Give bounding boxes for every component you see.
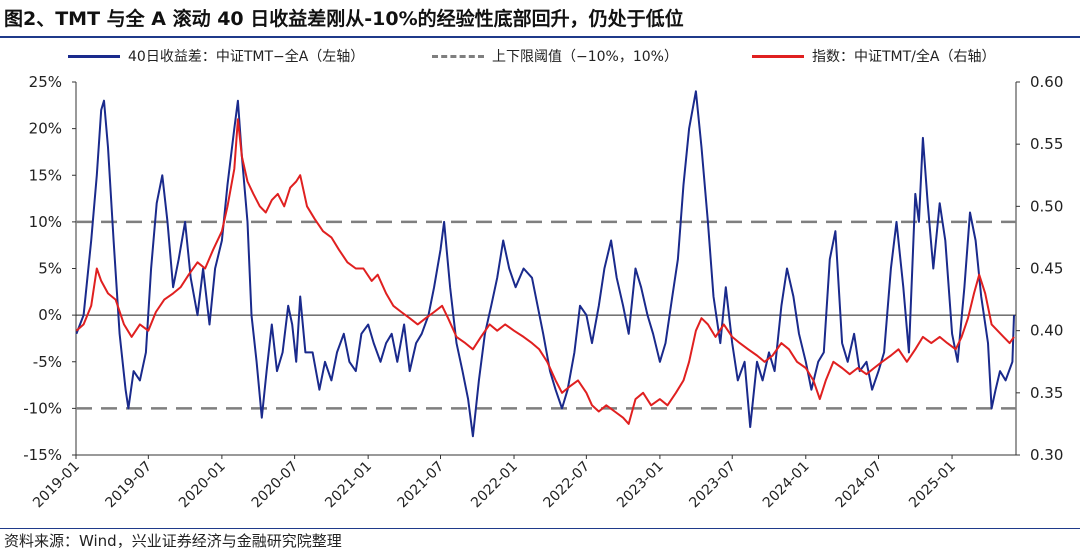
left-tick-label: 5% — [38, 260, 62, 278]
left-tick-label: 10% — [29, 213, 62, 231]
legend-swatch-red-line — [752, 54, 804, 58]
dual-axis-line-chart: 25% 20% 15% 10% 5% 0% -5% -10% -15% 0.60 0.55 0.50 0… — [23, 73, 1063, 512]
right-tick-label: 0.60 — [1030, 73, 1063, 91]
right-tick-label: 0.50 — [1030, 197, 1063, 215]
x-tick-label: 2021-01 — [322, 459, 375, 512]
right-tick-label: 0.55 — [1030, 135, 1063, 153]
left-tick-label: -10% — [23, 399, 62, 417]
series-line-spread — [75, 90, 1015, 438]
x-tick-label: 2021-07 — [395, 459, 448, 512]
x-tick-label: 2020-07 — [249, 459, 302, 512]
legend-label-ratio: 指数：中证TMT/全A（右轴） — [812, 49, 996, 65]
right-tick-label: 0.40 — [1030, 322, 1063, 340]
legend-item-ratio: 指数：中证TMT/全A（右轴） — [752, 44, 995, 68]
x-tick-label: 2023-07 — [686, 459, 739, 512]
x-tick-label: 2022-01 — [468, 459, 521, 512]
left-tick-label: -15% — [23, 446, 62, 464]
left-tick-label: 15% — [29, 166, 62, 184]
title-divider — [0, 36, 1080, 38]
right-tick-label: 0.30 — [1030, 446, 1063, 464]
legend-label-threshold: 上下限阈值（−10%，10%） — [492, 49, 678, 65]
legend-label-spread: 40日收益差：中证TMT−全A（左轴） — [128, 49, 365, 65]
legend-swatch-dashed-line — [432, 54, 484, 58]
x-tick-label: 2023-01 — [614, 459, 667, 512]
right-tick-label: 0.35 — [1030, 384, 1063, 402]
left-tick-label: 20% — [29, 120, 62, 138]
legend-swatch-navy-line — [68, 54, 120, 58]
x-tick-label: 2022-07 — [541, 459, 594, 512]
chart-title: 图2、TMT 与全 A 滚动 40 日收益差刚从-10%的经验性底部回升，仍处于… — [4, 8, 684, 30]
left-tick-label: -5% — [33, 353, 62, 371]
x-tick-label: 2020-01 — [176, 459, 229, 512]
left-tick-label: 25% — [29, 73, 62, 91]
chart-legend: 40日收益差：中证TMT−全A（左轴） 上下限阈值（−10%，10%） 指数：中… — [0, 44, 1080, 68]
source-note: 资料来源：Wind，兴业证券经济与金融研究院整理 — [4, 532, 342, 550]
x-tick-label: 2024-01 — [760, 459, 813, 512]
series-line-ratio — [75, 118, 1015, 425]
legend-item-spread: 40日收益差：中证TMT−全A（左轴） — [68, 44, 364, 68]
footer-divider — [0, 528, 1080, 529]
right-tick-label: 0.45 — [1030, 260, 1063, 278]
x-tick-label: 2024-07 — [833, 459, 886, 512]
legend-item-threshold: 上下限阈值（−10%，10%） — [432, 44, 678, 68]
x-tick-label: 2019-07 — [102, 459, 155, 512]
left-tick-label: 0% — [38, 306, 62, 324]
x-tick-label: 2019-01 — [30, 459, 83, 512]
x-tick-label: 2025-01 — [906, 459, 959, 512]
